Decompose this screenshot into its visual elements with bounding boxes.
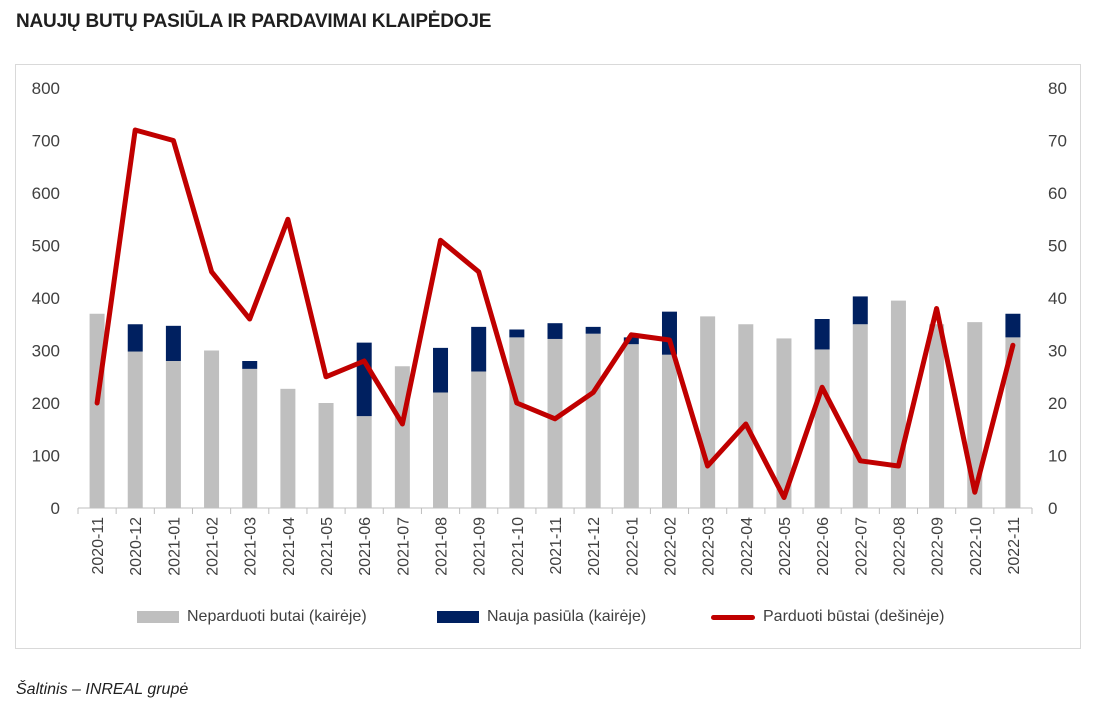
x-axis-tick-label: 2021-09 — [472, 517, 489, 576]
bar-unsold — [661, 354, 677, 508]
left-axis-tick-label: 0 — [51, 499, 60, 518]
bar-unsold — [204, 350, 220, 508]
x-axis-tick-label: 2022-04 — [739, 517, 756, 576]
x-axis-tick-label: 2020-12 — [128, 517, 145, 576]
bar-new-supply — [547, 323, 563, 339]
right-axis-tick-label: 10 — [1048, 447, 1067, 466]
bar-unsold — [433, 392, 449, 508]
bar-unsold — [623, 344, 639, 508]
bar-unsold — [127, 351, 143, 508]
x-axis-tick-label: 2021-02 — [205, 517, 222, 576]
right-axis-tick-label: 50 — [1048, 237, 1067, 256]
x-axis-tick-label: 2021-11 — [548, 517, 565, 575]
bar-unsold — [776, 338, 792, 508]
legend-item-new-supply: Nauja pasiūla (kairėje) — [437, 608, 646, 626]
x-axis-tick-label: 2020-11 — [90, 517, 107, 575]
bar-unsold — [471, 371, 487, 508]
x-axis-tick-label: 2021-01 — [166, 517, 183, 576]
x-axis-tick-label: 2022-09 — [930, 517, 947, 576]
bar-unsold — [890, 300, 906, 508]
left-axis-tick-label: 300 — [32, 342, 60, 361]
bar-unsold — [738, 324, 754, 508]
x-axis-tick-label: 2021-03 — [243, 517, 260, 576]
right-axis-tick-label: 0 — [1048, 499, 1057, 518]
legend-swatch-new-supply — [437, 611, 479, 623]
bar-unsold — [967, 322, 983, 508]
x-axis-tick-label: 2022-01 — [624, 517, 641, 576]
x-axis-tick-label: 2022-03 — [701, 517, 718, 576]
bar-unsold — [814, 349, 830, 508]
left-axis-tick-label: 100 — [32, 447, 60, 466]
bar-new-supply — [509, 329, 525, 338]
bar-unsold — [547, 338, 563, 508]
x-axis-tick-label: 2021-07 — [395, 517, 412, 576]
right-axis-tick-label: 80 — [1048, 79, 1067, 98]
x-axis-tick-label: 2022-07 — [853, 517, 870, 576]
bar-unsold — [929, 324, 945, 508]
x-axis-tick-label: 2022-02 — [662, 517, 679, 576]
bar-new-supply — [127, 324, 143, 352]
bar-new-supply — [1005, 313, 1021, 338]
bar-unsold — [242, 368, 258, 508]
x-axis-tick-label: 2021-08 — [434, 517, 451, 576]
left-axis-tick-label: 200 — [32, 394, 60, 413]
right-axis-tick-label: 40 — [1048, 289, 1067, 308]
x-axis-tick-label: 2021-12 — [586, 517, 603, 576]
left-axis-tick-label: 500 — [32, 237, 60, 256]
bar-new-supply — [433, 347, 449, 393]
x-axis-tick-label: 2021-04 — [281, 517, 298, 576]
legend-swatch-unsold — [137, 611, 179, 623]
x-axis-tick-label: 2022-05 — [777, 517, 794, 576]
left-axis-tick-label: 700 — [32, 132, 60, 151]
bar-new-supply — [585, 326, 601, 334]
bar-new-supply — [623, 337, 639, 345]
x-axis-tick-label: 2022-06 — [815, 517, 832, 576]
bar-unsold — [700, 316, 716, 508]
legend-item-unsold: Neparduoti butai (kairėje) — [137, 608, 367, 626]
x-axis-tick-label: 2021-10 — [510, 517, 527, 576]
bar-new-supply — [471, 326, 487, 372]
bar-new-supply — [852, 296, 868, 325]
right-axis-tick-label: 60 — [1048, 184, 1067, 203]
right-axis-tick-label: 70 — [1048, 132, 1067, 151]
bar-unsold — [280, 388, 296, 508]
bar-unsold — [89, 313, 105, 508]
left-axis-tick-label: 600 — [32, 184, 60, 203]
legend-label-sold: Parduoti būstai (dešinėje) — [763, 608, 945, 625]
bar-new-supply — [165, 325, 181, 361]
chart-title: NAUJŲ BUTŲ PASIŪLA IR PARDAVIMAI KLAIPĖD… — [16, 11, 492, 32]
legend-label-unsold: Neparduoti butai (kairėje) — [187, 608, 367, 625]
x-axis-tick-label: 2022-11 — [1006, 517, 1023, 575]
left-axis-tick-label: 400 — [32, 289, 60, 308]
x-axis-tick-label: 2022-08 — [891, 517, 908, 576]
chart-legend: Neparduoti butai (kairėje) Nauja pasiūla… — [0, 608, 1095, 632]
legend-item-sold: Parduoti būstai (dešinėje) — [711, 608, 944, 626]
left-axis-tick-label: 800 — [32, 79, 60, 98]
x-axis-tick-label: 2021-06 — [357, 517, 374, 576]
bar-new-supply — [814, 319, 830, 350]
x-axis-tick-label: 2021-05 — [319, 517, 336, 576]
right-axis-tick-label: 20 — [1048, 394, 1067, 413]
bar-unsold — [165, 361, 181, 508]
chart-frame — [15, 64, 1081, 649]
bar-new-supply — [356, 342, 372, 417]
bar-unsold — [852, 324, 868, 508]
source-note: Šaltinis – INREAL grupė — [16, 681, 189, 698]
bar-unsold — [1005, 337, 1021, 508]
legend-label-new-supply: Nauja pasiūla (kairėje) — [487, 608, 647, 625]
right-axis-tick-label: 30 — [1048, 342, 1067, 361]
bar-unsold — [356, 416, 372, 508]
bar-new-supply — [242, 361, 258, 369]
bar-unsold — [318, 403, 334, 508]
legend-swatch-sold — [711, 614, 755, 620]
bar-unsold — [509, 337, 525, 508]
bar-unsold — [585, 333, 601, 508]
x-axis-tick-label: 2022-10 — [968, 517, 985, 576]
